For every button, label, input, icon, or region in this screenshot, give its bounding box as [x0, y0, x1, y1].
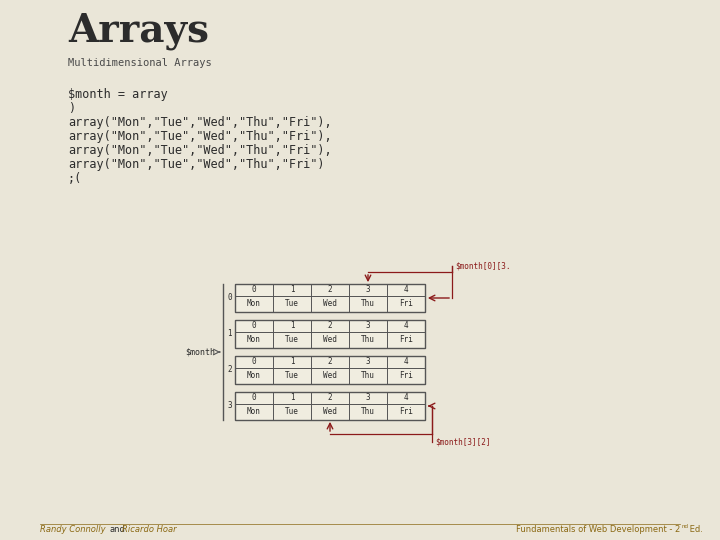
Text: 4: 4: [404, 321, 408, 330]
Text: Tue: Tue: [285, 372, 299, 381]
Text: $month[3][2]: $month[3][2]: [435, 437, 490, 447]
Text: Randy Connolly: Randy Connolly: [40, 525, 106, 535]
Text: 4: 4: [404, 357, 408, 367]
Bar: [235, 356, 425, 368]
Text: Wed: Wed: [323, 372, 337, 381]
Text: array("Mon","Tue","Wed","Thu","Fri"),: array("Mon","Tue","Wed","Thu","Fri"),: [68, 144, 332, 157]
Text: $month: $month: [185, 348, 215, 356]
Text: 1: 1: [289, 286, 294, 294]
Text: 0: 0: [252, 321, 256, 330]
Text: 3: 3: [366, 357, 370, 367]
Text: 2: 2: [328, 321, 333, 330]
Text: Fri: Fri: [399, 372, 413, 381]
Bar: [235, 392, 425, 420]
Bar: [235, 284, 425, 296]
Text: 2: 2: [328, 357, 333, 367]
Text: Thu: Thu: [361, 372, 375, 381]
Text: 1: 1: [289, 321, 294, 330]
Text: $month[0][3.: $month[0][3.: [455, 261, 510, 271]
Bar: [235, 320, 425, 348]
Text: 2: 2: [328, 394, 333, 402]
Text: 0: 0: [252, 357, 256, 367]
Text: Thu: Thu: [361, 300, 375, 308]
Text: array("Mon","Tue","Wed","Thu","Fri"),: array("Mon","Tue","Wed","Thu","Fri"),: [68, 130, 332, 143]
Text: Multidimensional Arrays: Multidimensional Arrays: [68, 58, 212, 68]
Text: 3: 3: [366, 286, 370, 294]
Text: Ricardo Hoar: Ricardo Hoar: [122, 525, 176, 535]
Text: Mon: Mon: [247, 300, 261, 308]
Text: Ed.: Ed.: [687, 525, 703, 535]
Text: 4: 4: [404, 286, 408, 294]
Text: and: and: [109, 525, 125, 535]
Text: 1: 1: [289, 394, 294, 402]
Bar: [235, 404, 425, 420]
Text: Wed: Wed: [323, 300, 337, 308]
Text: array("Mon","Tue","Wed","Thu","Fri"): array("Mon","Tue","Wed","Thu","Fri"): [68, 158, 325, 171]
Text: 3: 3: [366, 394, 370, 402]
Text: Fri: Fri: [399, 335, 413, 345]
Text: Mon: Mon: [247, 408, 261, 416]
Bar: [235, 284, 425, 312]
Text: Wed: Wed: [323, 408, 337, 416]
Text: $month = array: $month = array: [68, 88, 168, 101]
Bar: [235, 356, 425, 384]
Text: 0: 0: [227, 294, 232, 302]
Text: Wed: Wed: [323, 335, 337, 345]
Text: Arrays: Arrays: [68, 12, 209, 50]
Text: Tue: Tue: [285, 335, 299, 345]
Bar: [235, 332, 425, 348]
Bar: [235, 320, 425, 332]
Text: 3: 3: [227, 402, 232, 410]
Text: 1: 1: [289, 357, 294, 367]
Text: Fri: Fri: [399, 300, 413, 308]
Text: 2: 2: [227, 366, 232, 375]
Text: ): ): [68, 102, 75, 115]
Text: 3: 3: [366, 321, 370, 330]
Text: Thu: Thu: [361, 408, 375, 416]
Text: ;(: ;(: [68, 172, 82, 185]
Text: 4: 4: [404, 394, 408, 402]
Bar: [235, 392, 425, 404]
Text: Tue: Tue: [285, 300, 299, 308]
Text: Thu: Thu: [361, 335, 375, 345]
Text: array("Mon","Tue","Wed","Thu","Fri"),: array("Mon","Tue","Wed","Thu","Fri"),: [68, 116, 332, 129]
Text: 0: 0: [252, 286, 256, 294]
Text: Fri: Fri: [399, 408, 413, 416]
Text: 2: 2: [328, 286, 333, 294]
Text: 0: 0: [252, 394, 256, 402]
Bar: [235, 296, 425, 312]
Text: Mon: Mon: [247, 372, 261, 381]
Text: Mon: Mon: [247, 335, 261, 345]
Text: nd: nd: [681, 524, 688, 530]
Text: Tue: Tue: [285, 408, 299, 416]
Bar: [235, 368, 425, 384]
Text: Fundamentals of Web Development - 2: Fundamentals of Web Development - 2: [516, 525, 680, 535]
Text: 1: 1: [227, 329, 232, 339]
